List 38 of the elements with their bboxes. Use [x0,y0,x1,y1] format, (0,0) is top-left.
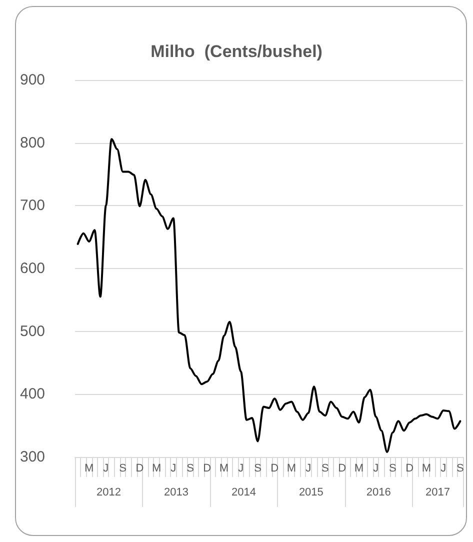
x-tick-label: M [422,462,432,474]
text: 2016 [366,486,391,498]
x-tick-label: J [238,462,244,474]
y-tick-label: 300 [20,448,46,466]
x-tick-label: J [440,462,446,474]
x-tick-label: S [456,462,464,474]
x-tick-label: J [306,462,312,474]
y-tick-label: 900 [20,72,46,88]
text: 2012 [96,486,121,498]
text: 2013 [164,486,188,498]
y-tick-label: 600 [20,260,46,277]
x-tick-label: D [270,462,279,474]
x-tick-label: J [170,462,176,474]
y-tick-label: 500 [20,322,46,340]
x-tick-label: M [152,462,162,474]
x-tick-label: M [84,462,94,474]
line-series [76,138,462,453]
x-tick-label: D [136,462,144,474]
y-tick-label: 800 [20,134,46,152]
x-tick-label: S [322,462,329,474]
text: 2015 [298,486,324,498]
x-tick-label: J [103,462,109,474]
y-tick-label: 700 [20,197,46,214]
x-tick-label: S [254,462,262,474]
x-tick-label: S [389,462,396,474]
x-tick-label: S [119,462,126,474]
x-tick-label: M [219,462,229,474]
x-tick-label: D [338,462,346,474]
x-tick-label: M [286,462,296,474]
text: 2014 [231,486,256,498]
x-tick-label: M [354,462,364,474]
x-tick-label: D [203,462,212,474]
y-tick-label: 400 [20,386,46,403]
x-tick-label: J [373,462,379,474]
x-tick-label: S [186,462,194,474]
text: 2017 [425,486,450,498]
chart-title: Milho (Cents/bushel) [150,42,322,61]
x-tick-label: D [406,462,414,474]
